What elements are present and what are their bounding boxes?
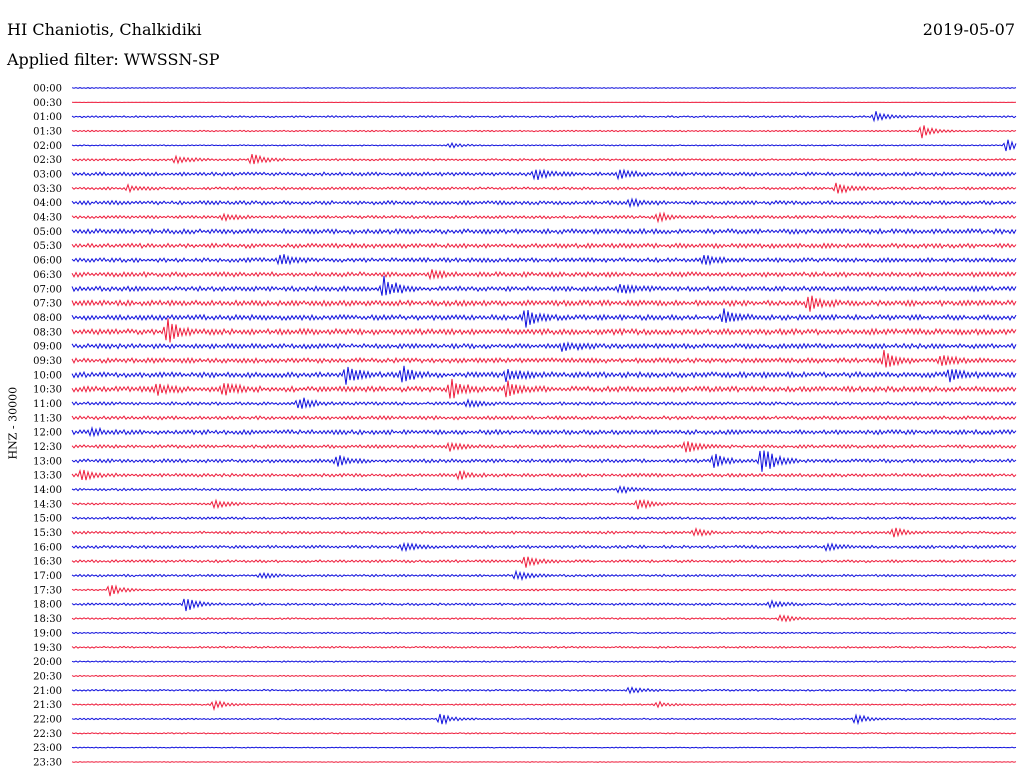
row-label: 00:30 [33,98,62,109]
trace-line [71,318,1017,343]
row-label: 00:00 [33,84,62,95]
row-label: 09:00 [33,342,62,353]
row-label: 18:30 [33,614,62,625]
trace-line [71,153,1017,165]
trace-line [71,182,1017,195]
row-label: 03:30 [33,184,62,195]
row-label: 12:30 [33,442,62,453]
row-label: 01:00 [33,112,62,123]
row-label: 17:00 [33,571,62,582]
row-label: 05:00 [33,227,62,238]
trace-line [71,450,1017,472]
station-title: HI Chaniotis, Chalkidiki [7,20,202,39]
row-label: 20:30 [33,671,62,682]
trace-line [71,87,1017,89]
row-label: 11:00 [33,399,62,410]
row-label: 07:30 [33,299,62,310]
trace-line [71,645,1017,649]
trace-line [71,761,1017,763]
trace-line [71,397,1017,409]
row-label: 23:30 [33,757,62,768]
row-label: 14:30 [33,499,62,510]
row-label: 08:00 [33,313,62,324]
row-label: 06:00 [33,256,62,267]
row-label: 04:00 [33,198,62,209]
row-label: 02:30 [33,155,62,166]
row-label: 05:30 [33,241,62,252]
row-label: 15:30 [33,528,62,539]
trace-line [71,541,1017,553]
row-label: 21:00 [33,686,62,697]
trace-line [71,295,1017,312]
trace-line [71,426,1017,438]
row-label: 01:30 [33,127,62,138]
trace-line [71,378,1017,399]
row-label: 15:00 [33,514,62,525]
row-label: 06:30 [33,270,62,281]
trace-line [71,275,1017,296]
trace-line [71,569,1017,582]
trace-line [71,365,1017,385]
trace-line [71,598,1017,612]
row-label: 21:30 [33,700,62,711]
row-label: 18:00 [33,600,62,611]
trace-line [71,527,1017,538]
trace-line [71,211,1017,224]
trace-line [71,468,1017,481]
trace-line [71,111,1017,123]
trace-line [71,584,1017,597]
trace-line [71,556,1017,568]
row-label: 07:00 [33,284,62,295]
trace-line [71,168,1017,181]
row-label: 16:00 [33,542,62,553]
row-label: 17:30 [33,585,62,596]
trace-line [71,674,1017,678]
trace-line [71,415,1017,421]
row-label: 02:00 [33,141,62,152]
trace-line [71,269,1017,281]
trace-line [71,440,1017,453]
trace-line [71,498,1017,510]
row-label: 22:30 [33,729,62,740]
trace-line [71,686,1017,695]
trace-line [71,242,1017,250]
trace-line [71,308,1017,328]
row-label: 13:00 [33,456,62,467]
trace-line [71,699,1017,712]
trace-line [71,732,1017,735]
row-label: 11:30 [33,413,62,424]
row-label: 10:00 [33,370,62,381]
row-label: 16:30 [33,557,62,568]
trace-line [71,254,1017,266]
row-label: 04:30 [33,213,62,224]
trace-line [71,197,1017,209]
trace-line [71,139,1017,152]
row-label: 20:00 [33,657,62,668]
row-label: 19:00 [33,628,62,639]
row-label: 10:30 [33,385,62,396]
row-label: 08:30 [33,327,62,338]
filter-label: Applied filter: WWSSN-SP [7,50,220,69]
row-label: 12:00 [33,428,62,439]
trace-line [71,614,1017,623]
trace-line [71,660,1017,663]
trace-line [71,746,1017,749]
row-label: 23:00 [33,743,62,754]
row-label: 13:30 [33,471,62,482]
trace-line [71,227,1017,235]
trace-line [71,516,1017,521]
trace-line [71,631,1017,635]
row-label: 14:00 [33,485,62,496]
trace-line [71,484,1017,495]
trace-line [71,341,1017,352]
trace-line [71,349,1017,368]
row-label: 19:30 [33,643,62,654]
trace-line [71,125,1017,139]
row-label: 03:00 [33,170,62,181]
trace-line [71,713,1017,726]
row-label: 22:00 [33,714,62,725]
row-label: 09:30 [33,356,62,367]
date-label: 2019-05-07 [922,20,1015,39]
